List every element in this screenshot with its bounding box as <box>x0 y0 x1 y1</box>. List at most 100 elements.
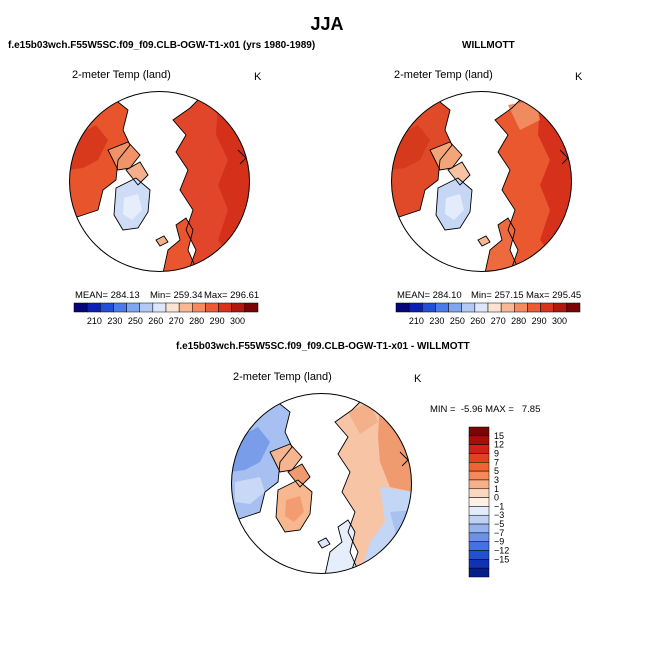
diff-colorbar-tick-label: 9 <box>494 448 499 458</box>
model-colorbar-swatch <box>139 302 154 313</box>
model-colorbar-swatch <box>231 302 246 313</box>
diff-colorbar-tick-label: 3 <box>494 475 499 485</box>
diff-colorbar-tick-label: −15 <box>494 554 509 564</box>
obs-colorbar-tick-label: 270 <box>491 316 506 326</box>
model-unit-label: K <box>254 71 262 83</box>
obs-variable-label: 2-meter Temp (land) <box>394 69 493 81</box>
diff-colorbar-swatch <box>468 453 490 463</box>
diff-colorbar-tick-label: −5 <box>494 519 504 529</box>
diff-variable-label: 2-meter Temp (land) <box>233 371 332 383</box>
diff-colorbar-tick-label: −9 <box>494 537 504 547</box>
diff-colorbar-tick-label: 1 <box>494 484 499 494</box>
obs-colorbar-swatch <box>553 302 568 313</box>
model-colorbar-swatch <box>113 302 127 313</box>
obs-colorbar-tick-label: 280 <box>511 316 526 326</box>
diff-colorbar-tick-label: 0 <box>494 493 499 503</box>
model-colorbar-tick-label: 210 <box>87 316 102 326</box>
model-colorbar-swatch <box>165 302 180 313</box>
diff-colorbar-swatch <box>468 435 490 445</box>
diff-colorbar-tick-label: 7 <box>494 457 499 467</box>
diff-colorbar-tick-label: −12 <box>494 546 509 556</box>
obs-colorbar-tick-label: 210 <box>409 316 424 326</box>
diff-colorbar-swatch <box>468 514 490 525</box>
obs-colorbar-swatch <box>461 302 476 313</box>
obs-colorbar-swatch <box>408 302 423 313</box>
diff-colorbar-tick-label: −1 <box>494 501 504 511</box>
model-colorbar-swatch <box>152 302 167 313</box>
model-colorbar-swatch <box>73 302 88 313</box>
diff-colorbar-swatch <box>468 444 490 454</box>
obs-colorbar-swatch <box>435 302 449 313</box>
diff-colorbar-swatch <box>468 559 490 569</box>
obs-colorbar-swatch <box>566 302 581 313</box>
obs-colorbar-swatch <box>500 302 515 313</box>
diff-unit-label: K <box>414 373 422 385</box>
diff-colorbar-swatch <box>468 479 490 490</box>
diff-colorbar-tick-label: −3 <box>494 510 504 520</box>
diff-colorbar-swatch <box>468 541 490 551</box>
diff-colorbar-tick-label: 12 <box>494 440 504 450</box>
obs-colorbar-swatch <box>527 302 541 313</box>
model-colorbar: 210 230 250 260 270 280 290 300 <box>73 302 259 326</box>
model-colorbar-tick-label: 300 <box>230 316 245 326</box>
obs-colorbar-swatch <box>395 302 410 313</box>
model-colorbar-swatch <box>126 302 140 313</box>
diff-colorbar-tick-label: 15 <box>494 431 504 441</box>
model-colorbar-tick-label: 260 <box>148 316 163 326</box>
diff-polar-map <box>231 393 412 574</box>
diff-colorbar-swatch <box>468 470 490 481</box>
obs-mean-value: MEAN= 284.10 <box>397 290 462 301</box>
model-min-value: Min= 259.34 <box>150 290 203 301</box>
diff-panel-title: f.e15b03wch.F55W5SC.f09_f09.CLB-OGW-T1-x… <box>176 341 470 352</box>
obs-colorbar-swatch <box>422 302 436 313</box>
diff-minmax-label: MIN = -5.96 MAX = 7.85 <box>430 404 541 415</box>
model-colorbar-tick-label: 280 <box>189 316 204 326</box>
diff-colorbar-swatch <box>468 506 490 516</box>
model-colorbar-tick-label: 250 <box>128 316 143 326</box>
obs-colorbar-tick-label: 300 <box>552 316 567 326</box>
model-colorbar-swatch <box>178 302 193 313</box>
obs-colorbar-swatch <box>474 302 489 313</box>
scandinavia-land <box>163 218 198 272</box>
obs-unit-label: K <box>575 71 583 83</box>
obs-colorbar-swatch <box>540 302 554 313</box>
diff-colorbar-swatch <box>468 488 490 498</box>
diff-colorbar-swatch <box>468 550 490 560</box>
model-colorbar-swatch <box>192 302 206 313</box>
obs-colorbar-tick-label: 250 <box>450 316 465 326</box>
obs-panel-title: WILLMOTT <box>462 40 515 51</box>
obs-max-value: Max= 295.45 <box>526 290 582 301</box>
obs-colorbar-tick-label: 290 <box>532 316 547 326</box>
obs-min-value: Min= 257.15 <box>471 290 524 301</box>
model-panel-title: f.e15b03wch.F55W5SC.f09_f09.CLB-OGW-T1-x… <box>8 40 316 51</box>
diff-colorbar-swatch <box>468 497 490 507</box>
model-colorbar-tick-label: 230 <box>107 316 122 326</box>
obs-colorbar-tick-label: 230 <box>429 316 444 326</box>
model-colorbar-swatch <box>244 302 259 313</box>
diff-colorbar-swatch <box>468 523 490 534</box>
model-colorbar-swatch <box>86 302 101 313</box>
diff-colorbar-swatch <box>468 532 490 542</box>
obs-colorbar-tick-label: 260 <box>470 316 485 326</box>
diff-colorbar-swatch <box>468 567 490 578</box>
obs-colorbar-swatch <box>514 302 528 313</box>
model-colorbar-swatch <box>100 302 114 313</box>
diff-colorbar-swatch <box>468 462 490 472</box>
model-max-value: Max= 296.61 <box>204 290 260 301</box>
model-polar-map <box>69 91 250 272</box>
model-colorbar-tick-label: 290 <box>210 316 225 326</box>
obs-polar-map <box>391 91 572 272</box>
obs-colorbar: 210 230 250 260 270 280 290 300 <box>395 302 581 326</box>
model-variable-label: 2-meter Temp (land) <box>72 69 171 81</box>
model-mean-value: MEAN= 284.13 <box>75 290 140 301</box>
model-colorbar-swatch <box>218 302 232 313</box>
page-title: JJA <box>310 14 344 34</box>
diff-colorbar-tick-label: 5 <box>494 466 499 476</box>
model-colorbar-tick-label: 270 <box>169 316 184 326</box>
model-colorbar-swatch <box>205 302 219 313</box>
diff-colorbar-tick-label: −7 <box>494 528 504 538</box>
obs-colorbar-swatch <box>487 302 502 313</box>
diff-colorbar-swatch <box>468 426 490 437</box>
obs-colorbar-swatch <box>448 302 462 313</box>
